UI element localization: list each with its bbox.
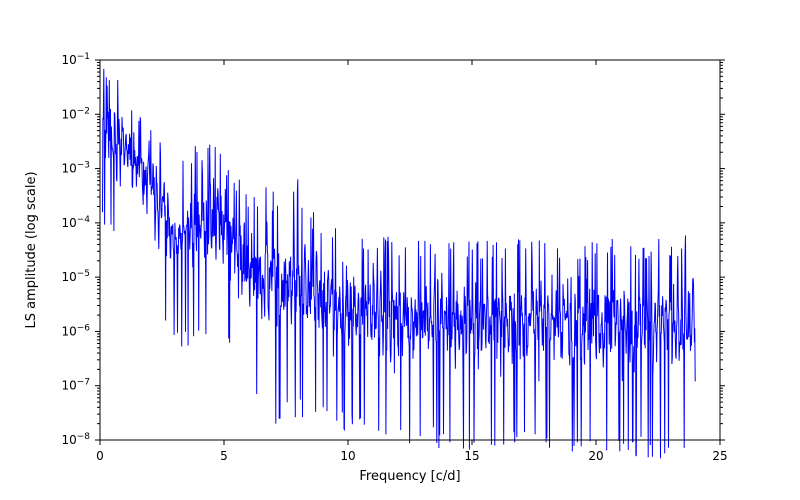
- y-tick-label: 10−1: [61, 52, 90, 67]
- y-tick-label: 10−6: [61, 323, 90, 338]
- x-tick-label: 0: [96, 449, 104, 463]
- x-tick-label: 5: [220, 449, 228, 463]
- x-tick-label: 10: [340, 449, 355, 463]
- x-axis-label: Frequency [c/d]: [359, 469, 460, 484]
- x-tick-label: 25: [712, 449, 727, 463]
- y-axis-label: LS amplitude (log scale): [24, 171, 39, 328]
- y-tick-label: 10−8: [61, 432, 90, 447]
- x-tick-label: 20: [588, 449, 603, 463]
- y-tick-label: 10−5: [61, 269, 90, 284]
- y-tick-label: 10−7: [61, 378, 90, 393]
- y-tick-label: 10−4: [61, 215, 90, 230]
- spectrum-trace: [103, 69, 696, 459]
- y-tick-label: 10−2: [61, 106, 90, 121]
- y-tick-label: 10−3: [61, 161, 90, 176]
- periodogram-chart: 0 5 10 15 20 25 10−8 10−7 10−6 10−5 10−4 10−3 10−2 10…: [0, 0, 800, 500]
- x-tick-label: 15: [464, 449, 479, 463]
